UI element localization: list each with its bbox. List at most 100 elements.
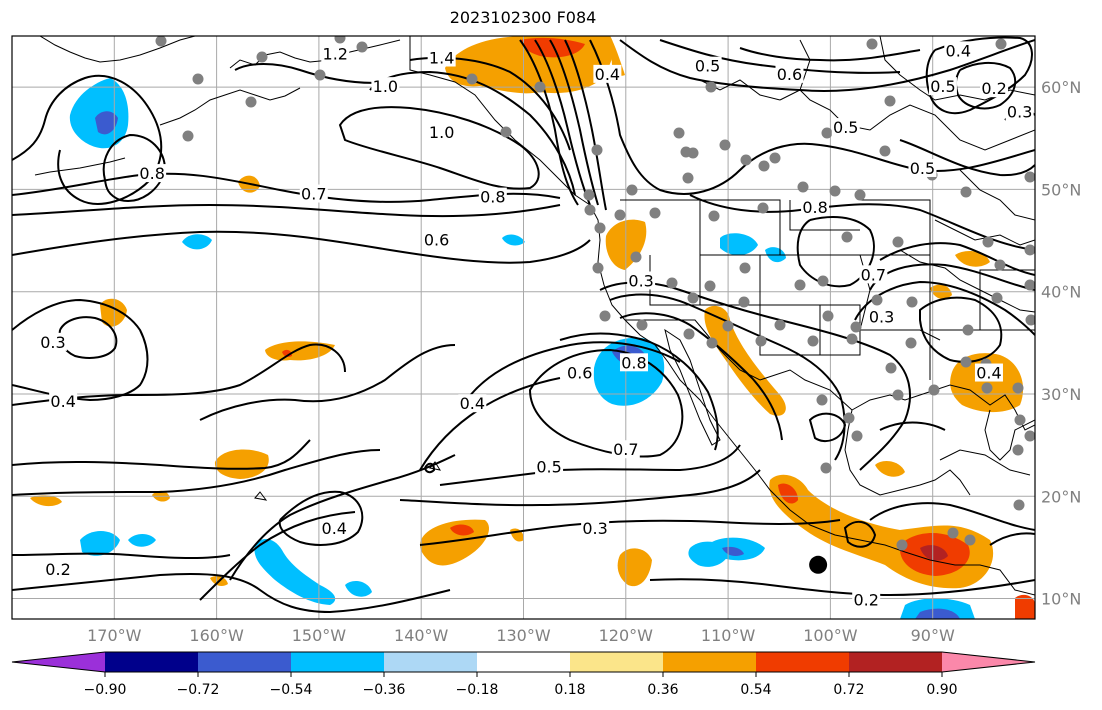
- contour-label-bg: [427, 123, 456, 142]
- contour-labels: 1.4 1.2 1.0 1.0 0.8 0.7 0.8 0.6 0.5 0.6 0.4 0.5 0.5 0…: [38, 41, 1034, 610]
- colorbar-tick-label: −0.18: [456, 682, 499, 698]
- colorbar-segment: [570, 652, 663, 672]
- contour-label: 0.7: [613, 440, 638, 459]
- contour-label: 0.2: [45, 560, 70, 579]
- contour-label: 0.2: [981, 79, 1006, 98]
- latitude-label: 50°N: [1041, 180, 1081, 199]
- contour-label: 0.4: [322, 519, 347, 538]
- contour-label: 1.0: [373, 77, 398, 96]
- contour-label-bg: [831, 118, 860, 137]
- contour-label-bg: [49, 392, 78, 411]
- contour-label-bg: [1005, 102, 1034, 121]
- contour-label: 0.7: [861, 265, 886, 284]
- contour-label-bg: [371, 77, 400, 96]
- contour-label: 0.3: [582, 519, 607, 538]
- contour-label-bg: [478, 187, 507, 206]
- contour-label-bg: [908, 158, 937, 177]
- colorbar-segment: [756, 652, 849, 672]
- contour-label: 1.0: [429, 123, 454, 142]
- contour-label: 0.7: [301, 185, 326, 204]
- colorbar-segment: [12, 652, 105, 672]
- contour-label-bg: [581, 518, 610, 537]
- longitude-label: 110°W: [701, 626, 756, 645]
- contour-label-bg: [944, 41, 973, 60]
- contour-label: 0.4: [976, 364, 1001, 383]
- colorbar-tick-label: −0.36: [363, 682, 406, 698]
- contour-label-bg: [299, 184, 328, 203]
- contour-label: 0.8: [480, 188, 505, 207]
- contour-label: 0.4: [946, 41, 971, 60]
- latitude-labels: 10°N 20°N 30°N 40°N 50°N 60°N: [1041, 78, 1081, 608]
- latitude-label: 30°N: [1041, 385, 1081, 404]
- longitude-label: 160°W: [189, 626, 244, 645]
- colorbar-tick-label: 0.54: [740, 682, 771, 698]
- longitude-label: 150°W: [292, 626, 347, 645]
- colorbar: −0.90 −0.72 −0.54 −0.36 −0.18 0.18 0.36 0.54 0.7…: [11, 651, 1036, 698]
- contour-label-bg: [693, 56, 722, 75]
- contour-label-bg: [320, 518, 349, 537]
- contour-label-bg: [852, 590, 881, 609]
- contour-label-bg: [859, 265, 888, 284]
- longitude-labels: 170°W 160°W 150°W 140°W 130°W 120°W 110°W 100°W…: [87, 626, 955, 645]
- contour-label-bg: [801, 197, 830, 216]
- contour-label-bg: [44, 559, 73, 578]
- contour-label-bg: [321, 44, 350, 63]
- colorbar-segment: [942, 652, 1035, 672]
- contour-label: 1.2: [323, 44, 348, 63]
- colorbar-tick-label: −0.72: [177, 682, 220, 698]
- contour-label: 0.8: [621, 353, 646, 372]
- contour-label: 0.3: [1007, 103, 1032, 122]
- contour-label-bg: [458, 394, 487, 413]
- colorbar-segment: [663, 652, 756, 672]
- colorbar-tick-label: −0.90: [84, 682, 127, 698]
- latitude-label: 60°N: [1041, 78, 1081, 97]
- contour-label-bg: [593, 64, 622, 83]
- latitude-label: 20°N: [1041, 487, 1081, 506]
- longitude-label: 140°W: [394, 626, 449, 645]
- colorbar-segment: [291, 652, 384, 672]
- storm-center-marker: [809, 555, 828, 574]
- longitude-label: 170°W: [87, 626, 142, 645]
- contour-label: 0.6: [424, 231, 449, 250]
- colorbar-segment: [477, 652, 570, 672]
- contour-label: 0.5: [833, 118, 858, 137]
- colorbar-segment: [198, 652, 291, 672]
- latitude-label: 10°N: [1041, 590, 1081, 609]
- contour-label: 0.4: [50, 392, 75, 411]
- contour-label: 0.3: [628, 271, 653, 290]
- contour-label-bg: [928, 77, 957, 96]
- contour-label: 0.3: [40, 333, 65, 352]
- contour-label-bg: [138, 164, 167, 183]
- contour-label-bg: [980, 79, 1009, 98]
- contour-label: 0.8: [802, 198, 827, 217]
- contour-label-bg: [867, 307, 896, 326]
- contour-label-bg: [535, 457, 564, 476]
- contour-label: 0.6: [777, 65, 802, 84]
- contour-label-bg: [619, 353, 648, 372]
- contour-label: 0.4: [595, 65, 620, 84]
- map-frame: [11, 35, 1036, 620]
- contour-label-bg: [775, 64, 804, 83]
- station-dots: [155, 36, 1035, 551]
- contour-label-bg: [427, 48, 456, 67]
- colorbar-segment: [384, 652, 477, 672]
- anomaly-shading: [30, 36, 1035, 619]
- contour-label: 0.4: [460, 394, 485, 413]
- contour-label: 0.2: [853, 591, 878, 610]
- contour-label: 0.5: [910, 159, 935, 178]
- longitude-label: 120°W: [599, 626, 654, 645]
- map-title: 2023102300 F084: [449, 8, 597, 27]
- colorbar-tick-label: 0.36: [647, 682, 678, 698]
- contour-label: 1.4: [429, 49, 454, 68]
- contour-label-bg: [38, 332, 67, 351]
- colorbar-tick-label: 0.72: [833, 682, 864, 698]
- contour-label-bg: [611, 440, 640, 459]
- contour-label: 0.8: [139, 164, 164, 183]
- longitude-label: 100°W: [803, 626, 858, 645]
- colorbar-tick-label: −0.54: [270, 682, 313, 698]
- contour-label-bg: [565, 363, 594, 382]
- contour-label: 0.5: [695, 57, 720, 76]
- contour-label: 0.5: [536, 458, 561, 477]
- longitude-label: 90°W: [911, 626, 955, 645]
